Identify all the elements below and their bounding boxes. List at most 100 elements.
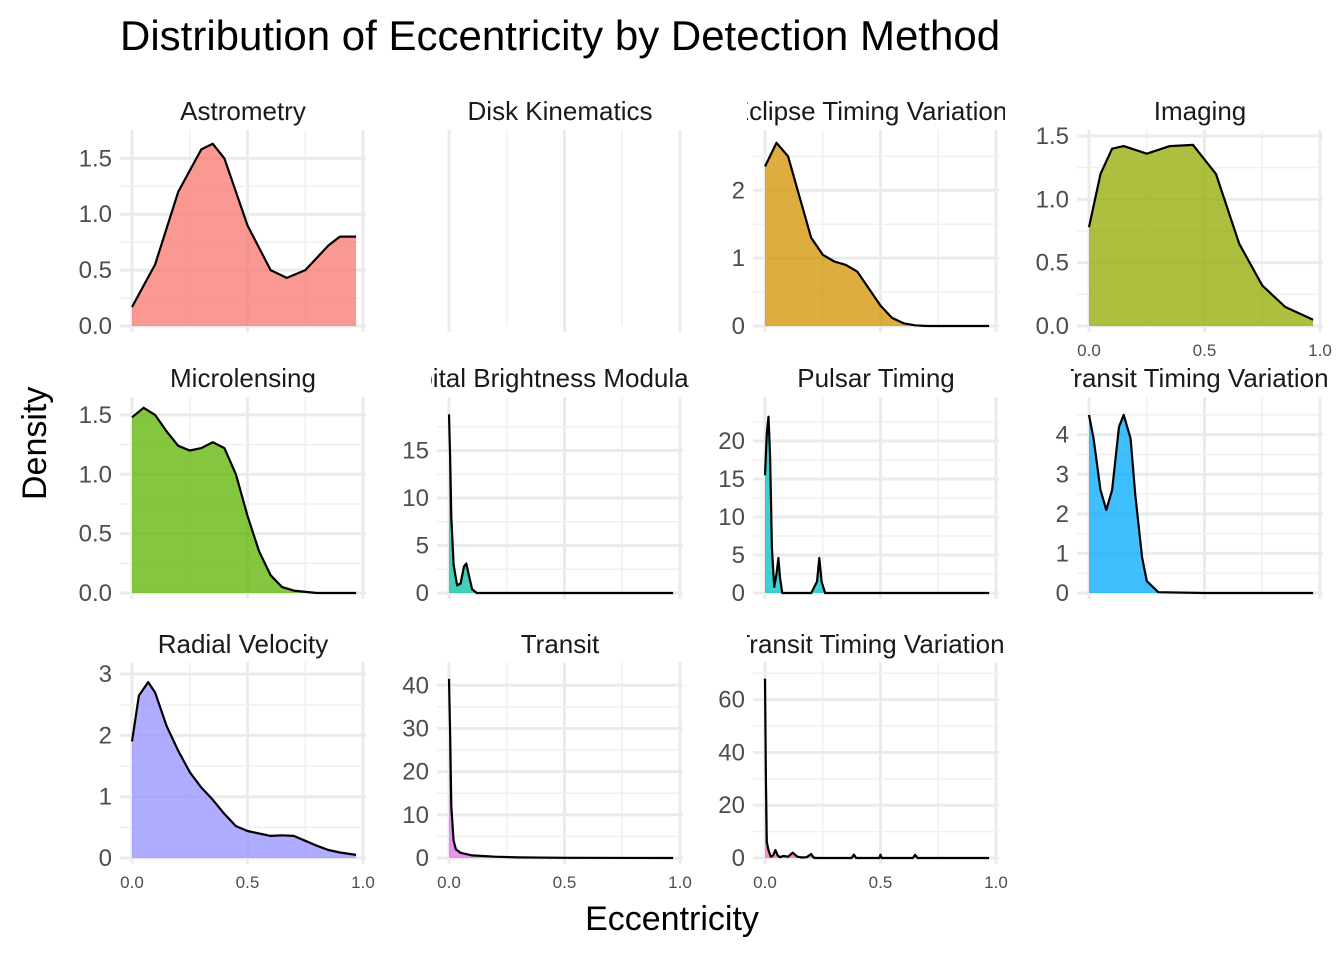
y-tick-label: 0.0 [79, 313, 112, 340]
density-area [765, 142, 990, 326]
y-tick-label: 3 [99, 661, 112, 688]
panel-eclipse-timing-variations-2: 0 1 2 Eclipse Timing Variations [732, 96, 1021, 340]
density-area [449, 414, 674, 593]
y-tick-label: 1 [99, 784, 112, 811]
density-area [1089, 144, 1314, 326]
panel-radial-velocity-8: 0 1 2 3 0.0 0.5 1.0 Radial Velocity [99, 629, 375, 892]
density-line [763, 415, 990, 595]
panel-title: Disk Kinematics [468, 96, 653, 126]
x-tick-label: 0.0 [1077, 341, 1101, 360]
panel-title: Imaging [1154, 96, 1247, 126]
density-line [764, 141, 990, 328]
y-tick-label: 40 [402, 672, 429, 699]
y-tick-label: 0.5 [1036, 250, 1069, 277]
y-tick-label: 0 [1056, 580, 1069, 607]
y-tick-label: 10 [718, 504, 745, 531]
y-tick-label: 2 [732, 177, 745, 204]
y-tick-label: 3 [1056, 461, 1069, 488]
y-tick-label: 20 [402, 759, 429, 786]
y-tick-label: 2 [99, 722, 112, 749]
y-tick-label: 20 [718, 428, 745, 455]
y-axis-label: Density [16, 386, 54, 500]
x-tick-label: 0.0 [120, 873, 144, 892]
density-line [131, 142, 357, 308]
x-tick-label: 0.0 [753, 873, 777, 892]
x-tick-label: 0.5 [869, 873, 893, 892]
density-area [132, 407, 357, 593]
panel-microlensing-4: 0.0 0.5 1.0 1.5 Microlensing [79, 363, 366, 607]
y-tick-label: 2 [1056, 501, 1069, 528]
y-tick-label: 0.0 [79, 580, 112, 607]
y-tick-label: 20 [718, 792, 745, 819]
y-tick-label: 30 [402, 715, 429, 742]
y-tick-label: 0 [99, 845, 112, 872]
panel-imaging-3: 0.0 0.5 1.0 1.5 0.0 0.5 1.0 Imaging [1036, 96, 1332, 360]
density-line [447, 678, 674, 860]
y-tick-label: 40 [718, 739, 745, 766]
y-tick-label: 4 [1056, 422, 1069, 449]
panel-transit-9: 0 10 20 30 40 0.0 0.5 1.0 Transit [402, 629, 692, 892]
panel-orbital-brightness-modulation-5: 0 5 10 15 Orbital Brightness Modulation [389, 363, 730, 607]
panel-disk-kinematics-1: Disk Kinematics [447, 96, 682, 332]
y-tick-label: 0 [732, 580, 745, 607]
density-area [132, 143, 357, 326]
y-tick-label: 0.5 [79, 257, 112, 284]
panel-title: Eclipse Timing Variations [732, 96, 1021, 126]
x-axis-label: Eccentricity [585, 900, 759, 938]
density-area [132, 682, 357, 858]
panel-pulsar-timing-6: 0 5 10 15 20 Pulsar Timing [718, 363, 999, 607]
panel-title: Astrometry [180, 96, 306, 126]
y-tick-label: 0 [732, 313, 745, 340]
panel-transit-timing-variations-7: 0 1 2 3 4 Transit Timing Variations [1056, 363, 1341, 607]
density-line [130, 681, 357, 856]
y-tick-label: 10 [402, 802, 429, 829]
panel-title: Transit Timing Variations [1058, 363, 1341, 393]
y-tick-label: 15 [402, 438, 429, 465]
y-tick-label: 1.5 [79, 145, 112, 172]
panel-title: Radial Velocity [158, 629, 329, 659]
y-tick-label: 60 [718, 687, 745, 714]
density-area [765, 416, 990, 593]
panel-astrometry-0: 0.0 0.5 1.0 1.5 Astrometry [79, 96, 366, 340]
density-area [1089, 414, 1314, 593]
y-tick-label: 1 [732, 245, 745, 272]
y-tick-label: 0 [416, 580, 429, 607]
y-tick-label: 1.0 [79, 201, 112, 228]
density-line [763, 678, 990, 860]
x-tick-label: 0.0 [437, 873, 461, 892]
density-line [1087, 143, 1314, 321]
y-tick-label: 15 [718, 466, 745, 493]
chart-title: Distribution of Eccentricity by Detectio… [120, 12, 1001, 59]
density-line [1087, 413, 1314, 595]
panel-title: Microlensing [170, 363, 316, 393]
y-tick-label: 1 [1056, 540, 1069, 567]
panel-transit-timing-variations-10: 0 20 40 60 0.0 0.5 1.0 Transit Timing Variation… [718, 629, 1017, 892]
x-tick-label: 0.5 [1193, 341, 1217, 360]
panel-title: Transit [521, 629, 600, 659]
y-tick-label: 0.0 [1036, 313, 1069, 340]
x-tick-label: 1.0 [668, 873, 692, 892]
panel-title: Orbital Brightness Modulation [389, 363, 730, 393]
y-tick-label: 10 [402, 485, 429, 512]
density-line [447, 414, 674, 595]
y-tick-label: 0 [732, 845, 745, 872]
y-tick-label: 1.5 [1036, 123, 1069, 150]
panel-title: Transit Timing Variations [734, 629, 1017, 659]
y-tick-label: 0 [416, 845, 429, 872]
density-line [131, 406, 357, 595]
y-tick-label: 0.5 [79, 521, 112, 548]
density-area [449, 678, 674, 858]
y-tick-label: 1.5 [79, 402, 112, 429]
x-tick-label: 1.0 [351, 873, 375, 892]
y-tick-label: 1.0 [79, 461, 112, 488]
y-tick-label: 1.0 [1036, 186, 1069, 213]
x-tick-label: 0.5 [553, 873, 577, 892]
x-tick-label: 1.0 [1308, 341, 1332, 360]
panel-title: Pulsar Timing [797, 363, 955, 393]
y-tick-label: 5 [416, 533, 429, 560]
x-tick-label: 1.0 [984, 873, 1008, 892]
y-tick-label: 5 [732, 542, 745, 569]
x-tick-label: 0.5 [236, 873, 260, 892]
